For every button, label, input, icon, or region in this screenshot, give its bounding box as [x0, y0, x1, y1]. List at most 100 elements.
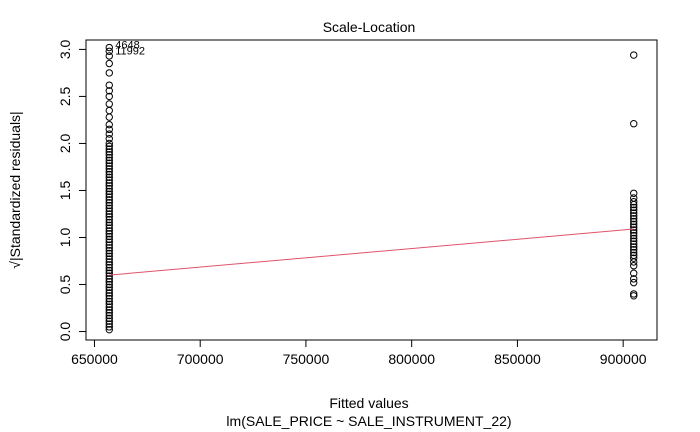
point-0-9	[105, 300, 113, 308]
point-0-63	[105, 148, 113, 156]
point-0-38	[105, 218, 113, 227]
point-0-64	[105, 145, 113, 153]
point-1-30	[630, 119, 638, 128]
y-axis-label: √|Standardized residuals|	[7, 111, 23, 268]
point-0-54	[105, 173, 113, 182]
y-axis: 0.0 0.5 1.0 1.5 2.0 2.5 3.0	[57, 39, 86, 341]
point-0-25	[105, 255, 113, 263]
chart-title: Scale-Location	[323, 19, 416, 35]
point-1-7	[630, 254, 638, 262]
point-0-11	[105, 294, 113, 303]
point-0-2	[105, 320, 113, 328]
point-0-66	[105, 139, 113, 148]
point-0-26	[105, 252, 113, 261]
trend-line-group	[109, 228, 634, 276]
point-0-53	[105, 176, 113, 184]
point-0-37	[105, 221, 113, 229]
point-0-76	[105, 81, 113, 89]
x-tick-label-1: 700000	[177, 351, 224, 367]
point-1-0	[630, 292, 638, 300]
point-0-79	[105, 52, 113, 60]
point-0-39	[105, 215, 113, 224]
y-tick-label-6: 3.0	[57, 39, 73, 59]
point-0-19	[105, 272, 113, 280]
point-1-27	[630, 198, 638, 206]
point-1-13	[630, 237, 638, 245]
point-0-77	[105, 69, 113, 77]
data-points	[105, 43, 638, 334]
point-label-0: 4648	[115, 40, 139, 52]
x-axis: 650000 700000 750000 800000 850000 900000	[71, 340, 647, 367]
trend-line	[109, 228, 634, 276]
point-0-65	[105, 142, 113, 150]
x-tick-label-3: 800000	[388, 351, 435, 367]
point-1-15	[630, 231, 638, 240]
point-0-4	[105, 314, 113, 323]
point-1-24	[630, 206, 638, 214]
point-0-56	[105, 167, 113, 176]
point-0-47	[105, 193, 113, 201]
point-label-1: 11992	[115, 45, 145, 57]
point-0-18	[105, 275, 113, 283]
plot-frame	[85, 39, 658, 341]
point-0-32	[105, 235, 113, 244]
point-0-15	[105, 283, 113, 292]
point-0-55	[105, 170, 113, 179]
point-0-3	[105, 317, 113, 325]
point-1-11	[630, 243, 638, 251]
y-tick-label-3: 1.5	[57, 181, 73, 201]
point-0-29	[105, 244, 113, 252]
point-0-72	[105, 106, 113, 115]
x-tick-label-5: 900000	[600, 351, 647, 367]
point-0-5	[105, 311, 113, 320]
point-1-1	[630, 290, 638, 298]
point-1-18	[630, 223, 638, 231]
y-tick-label-1: 0.5	[57, 275, 73, 295]
x-tick-label-4: 850000	[494, 351, 541, 367]
point-0-49	[105, 187, 113, 196]
point-1-19	[630, 220, 638, 229]
point-0-45	[105, 198, 113, 207]
point-0-58	[105, 162, 113, 170]
point-0-73	[105, 100, 113, 108]
point-0-17	[105, 277, 113, 286]
point-1-14	[630, 234, 638, 243]
point-0-69	[105, 125, 113, 134]
point-1-9	[630, 248, 638, 257]
point-1-31	[630, 51, 638, 59]
point-0-27	[105, 249, 113, 258]
point-1-5	[630, 262, 638, 270]
point-0-67	[105, 135, 113, 143]
point-0-50	[105, 184, 113, 193]
point-1-29	[630, 189, 638, 197]
point-0-34	[105, 230, 113, 238]
chart-subtitle: lm(SALE_PRICE ~ SALE_INSTRUMENT_22)	[226, 413, 511, 429]
x-tick-label-0: 650000	[71, 351, 118, 367]
point-0-22	[105, 263, 113, 272]
point-0-81	[105, 43, 113, 52]
point-1-17	[630, 226, 638, 234]
point-1-21	[630, 214, 638, 223]
point-0-30	[105, 241, 113, 249]
point-0-62	[105, 151, 113, 159]
point-0-57	[105, 165, 113, 173]
point-0-60	[105, 156, 113, 165]
point-0-21	[105, 266, 113, 275]
point-0-24	[105, 258, 113, 266]
point-0-6	[105, 309, 113, 317]
point-0-8	[105, 303, 113, 311]
point-1-3	[630, 275, 638, 283]
point-0-40	[105, 213, 113, 221]
point-0-61	[105, 153, 113, 162]
point-0-28	[105, 246, 113, 255]
y-tick-label-4: 2.0	[57, 134, 73, 154]
point-0-48	[105, 190, 113, 198]
point-0-68	[105, 130, 113, 138]
point-0-43	[105, 204, 113, 213]
point-0-36	[105, 224, 113, 232]
point-1-20	[630, 217, 638, 226]
x-tick-label-2: 750000	[283, 351, 330, 367]
point-1-8	[630, 251, 638, 260]
point-1-16	[630, 229, 638, 237]
